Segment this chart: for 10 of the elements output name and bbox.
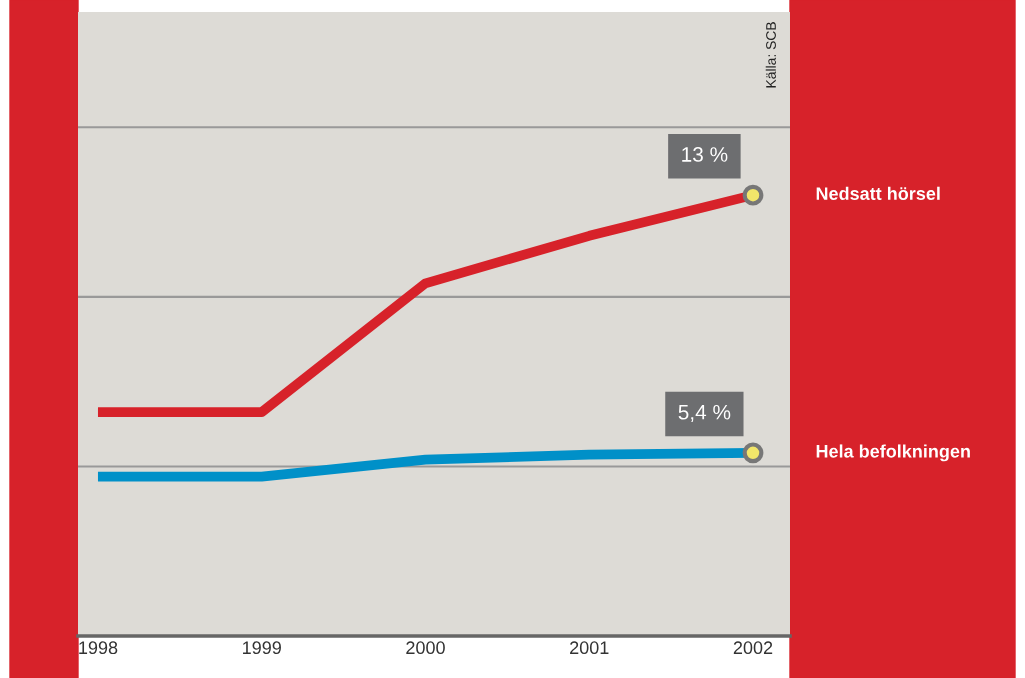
x-tick-label: 2001: [570, 641, 609, 655]
text: Nedsatt hörsel: [816, 186, 940, 200]
x-tick-label: 2000: [406, 641, 445, 655]
text: Hela befolkningen: [816, 444, 970, 462]
x-tick-label: 2002: [733, 641, 773, 655]
x-tick-label: 1999: [243, 641, 281, 655]
data-label: 5,4 %: [678, 404, 731, 423]
annotation: Källa: SCB: [765, 22, 776, 88]
data-label: 13 %: [682, 147, 728, 162]
x-tick-label: 1998: [79, 641, 118, 655]
